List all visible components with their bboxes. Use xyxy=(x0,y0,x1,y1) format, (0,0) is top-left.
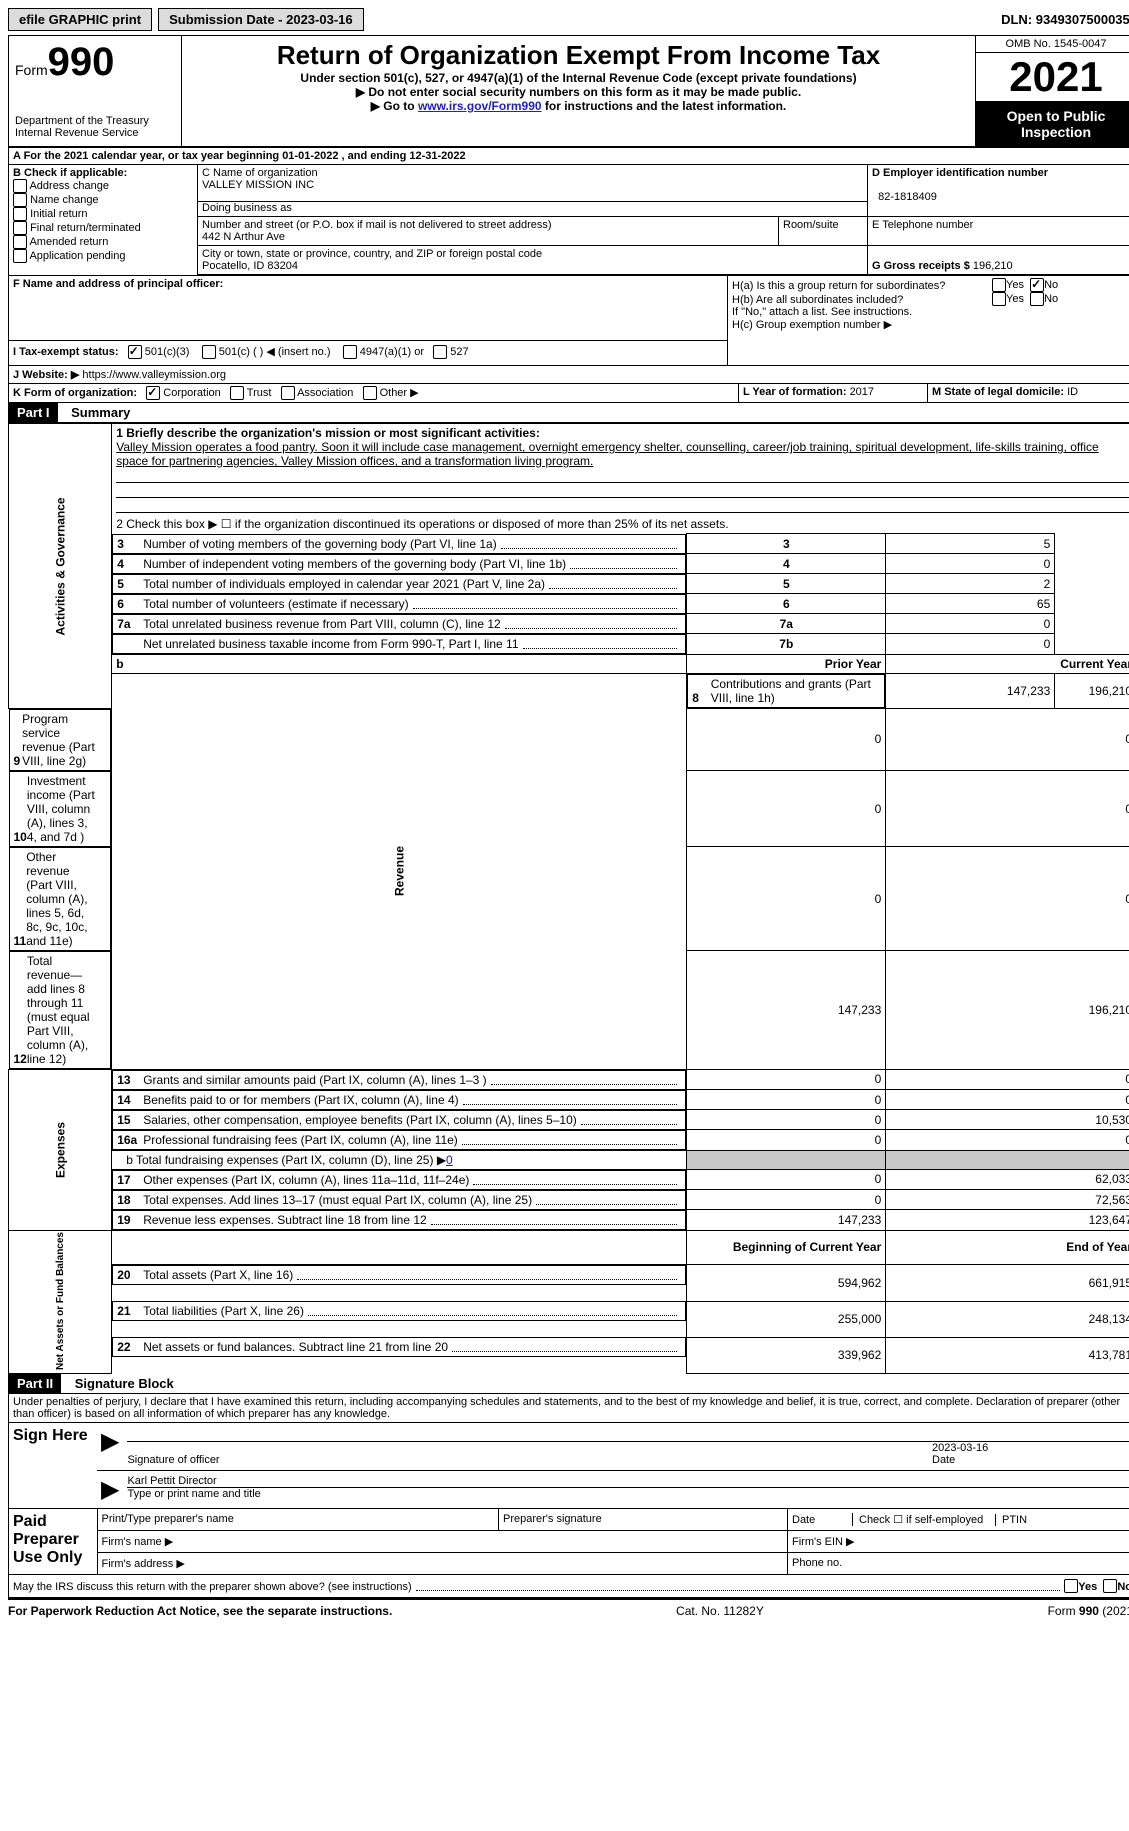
top-bar: efile GRAPHIC print Submission Date - 20… xyxy=(8,8,1129,31)
col-B: B Check if applicable: Address change Na… xyxy=(9,165,198,275)
form-header: Form990 Department of the Treasury Inter… xyxy=(8,35,1129,148)
checkbox-initial[interactable] xyxy=(13,207,27,221)
org-name: VALLEY MISSION INC xyxy=(202,179,314,191)
checkbox-final[interactable] xyxy=(13,221,27,235)
efile-button[interactable]: efile GRAPHIC print xyxy=(8,8,152,31)
label-I: I Tax-exempt status: xyxy=(13,346,119,358)
checkbox-trust[interactable] xyxy=(230,386,244,400)
header-sub3: ▶ Go to www.irs.gov/Form990 for instruct… xyxy=(186,99,971,113)
header-sub1: Under section 501(c), 527, or 4947(a)(1)… xyxy=(186,71,971,85)
tax-year: 2021 xyxy=(976,52,1129,102)
col-G: G Gross receipts $ 196,210 xyxy=(867,246,1129,274)
header-sub2: ▶ Do not enter social security numbers o… xyxy=(186,85,971,99)
discuss-row: May the IRS discuss this return with the… xyxy=(8,1575,1129,1598)
label-C: C Name of organization xyxy=(202,167,318,179)
line-A: A For the 2021 calendar year, or tax yea… xyxy=(9,148,470,164)
dba-label: Doing business as xyxy=(202,202,292,214)
label-F: F Name and address of principal officer: xyxy=(13,278,223,290)
form-word: Form xyxy=(15,62,48,78)
submission-date: 2023-03-16 xyxy=(286,12,353,27)
checkbox-4947[interactable] xyxy=(343,345,357,359)
form-title: Return of Organization Exempt From Incom… xyxy=(186,40,971,71)
side-expenses: Expenses xyxy=(9,1069,112,1230)
perjury-declaration: Under penalties of perjury, I declare th… xyxy=(8,1394,1129,1422)
city-state-zip: Pocatello, ID 83204 xyxy=(202,260,298,272)
checkbox-Ha-no[interactable] xyxy=(1030,278,1044,292)
checkbox-pending[interactable] xyxy=(13,249,27,263)
part2-hdr: Part II xyxy=(9,1374,61,1393)
col-D: D Employer identification number 82-1818… xyxy=(867,165,1129,216)
line-M: M State of legal domicile: ID xyxy=(928,384,1129,402)
website: https://www.valleymission.org xyxy=(82,369,226,381)
summary-table: Activities & Governance 1 Briefly descri… xyxy=(8,423,1129,1374)
checkbox-corp[interactable] xyxy=(146,386,160,400)
submission-button[interactable]: Submission Date - 2023-03-16 xyxy=(158,8,364,31)
col-H: H(a) Is this a group return for subordin… xyxy=(728,276,1129,365)
checkbox-discuss-no[interactable] xyxy=(1103,1579,1117,1593)
checkbox-address[interactable] xyxy=(13,179,27,193)
submission-label: Submission Date - xyxy=(169,12,286,27)
side-revenue: Revenue xyxy=(112,673,687,1069)
dln: DLN: 93493075000353 xyxy=(1001,12,1129,27)
side-net: Net Assets or Fund Balances xyxy=(9,1230,112,1373)
gross-receipts: 196,210 xyxy=(973,260,1013,272)
checkbox-name[interactable] xyxy=(13,193,27,207)
checkbox-Hb-no[interactable] xyxy=(1030,292,1044,306)
irs-label: Internal Revenue Service xyxy=(15,127,175,139)
checkbox-Ha-yes[interactable] xyxy=(992,278,1006,292)
line-L: L Year of formation: 2017 xyxy=(739,384,928,402)
col-E: E Telephone number xyxy=(867,217,1129,245)
part-2: Part II Signature Block xyxy=(8,1374,1129,1394)
part1-hdr: Part I xyxy=(9,403,58,422)
part-1: Part I Summary xyxy=(8,403,1129,423)
ein: 82-1818409 xyxy=(878,191,937,203)
sig-date: 2023-03-16 xyxy=(932,1442,988,1454)
checkbox-527[interactable] xyxy=(433,345,447,359)
entity-info: A For the 2021 calendar year, or tax yea… xyxy=(8,148,1129,403)
address: 442 N Arthur Ave xyxy=(202,231,285,243)
part2-title: Signature Block xyxy=(65,1376,174,1391)
signature-table: Sign Here ▶ Signature of officer2023-03-… xyxy=(8,1422,1129,1575)
omb: OMB No. 1545-0047 xyxy=(976,36,1129,52)
open-inspection: Open to Public Inspection xyxy=(976,102,1129,146)
officer-name: Karl Pettit Director xyxy=(127,1475,1129,1488)
room-suite: Room/suite xyxy=(778,217,867,245)
checkbox-discuss-yes[interactable] xyxy=(1064,1579,1078,1593)
checkbox-501c[interactable] xyxy=(202,345,216,359)
dept-treasury: Department of the Treasury xyxy=(15,115,175,127)
line-J: J Website: ▶ https://www.valleymission.o… xyxy=(9,366,230,383)
checkbox-501c3[interactable] xyxy=(128,345,142,359)
part1-title: Summary xyxy=(61,405,130,420)
line-2: 2 Check this box ▶ ☐ if the organization… xyxy=(112,515,1129,534)
form-number: 990 xyxy=(48,40,115,84)
mission-text: Valley Mission operates a food pantry. S… xyxy=(116,440,1099,468)
checkbox-amended[interactable] xyxy=(13,235,27,249)
paid-preparer: Paid Preparer Use Only xyxy=(9,1508,98,1574)
side-governance: Activities & Governance xyxy=(9,424,112,709)
footer: For Paperwork Reduction Act Notice, see … xyxy=(8,1598,1129,1618)
sign-here: Sign Here xyxy=(9,1422,98,1508)
checkbox-Hb-yes[interactable] xyxy=(992,292,1006,306)
irs-link[interactable]: www.irs.gov/Form990 xyxy=(418,99,542,113)
line-K: K Form of organization: Corporation Trus… xyxy=(9,384,739,402)
checkbox-assoc[interactable] xyxy=(281,386,295,400)
checkbox-other[interactable] xyxy=(363,386,377,400)
